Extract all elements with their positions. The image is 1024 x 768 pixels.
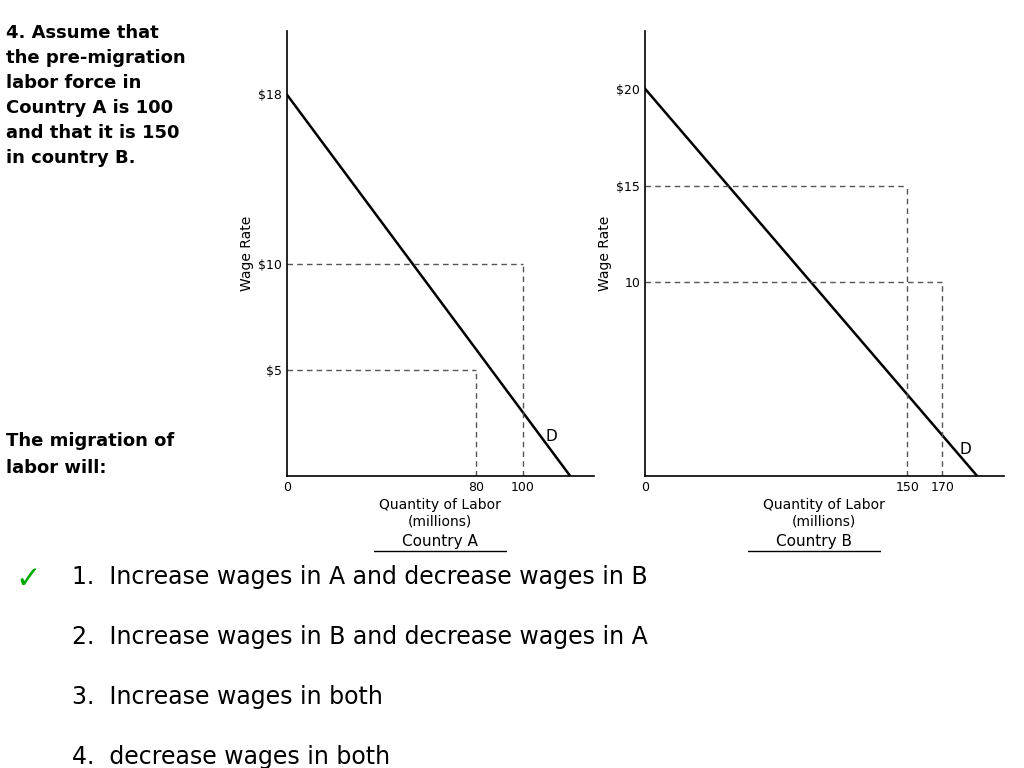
Text: 3.  Increase wages in both: 3. Increase wages in both <box>72 685 383 709</box>
X-axis label: Quantity of Labor
(millions): Quantity of Labor (millions) <box>763 498 886 528</box>
Text: 4. Assume that
the pre-migration
labor force in
Country A is 100
and that it is : 4. Assume that the pre-migration labor f… <box>5 24 185 167</box>
Text: D: D <box>546 429 557 445</box>
Text: 1.  Increase wages in A and decrease wages in B: 1. Increase wages in A and decrease wage… <box>72 565 647 589</box>
Y-axis label: Wage Rate: Wage Rate <box>240 216 254 291</box>
Text: 2.  Increase wages in B and decrease wages in A: 2. Increase wages in B and decrease wage… <box>72 625 647 649</box>
Y-axis label: Wage Rate: Wage Rate <box>598 216 612 291</box>
X-axis label: Quantity of Labor
(millions): Quantity of Labor (millions) <box>379 498 502 528</box>
Text: D: D <box>959 442 971 457</box>
Text: Country A: Country A <box>402 534 478 549</box>
Text: ✓: ✓ <box>15 565 41 594</box>
Text: The migration of
labor will:: The migration of labor will: <box>5 432 174 477</box>
Text: 4.  decrease wages in both: 4. decrease wages in both <box>72 745 390 768</box>
Text: Country B: Country B <box>776 534 852 549</box>
